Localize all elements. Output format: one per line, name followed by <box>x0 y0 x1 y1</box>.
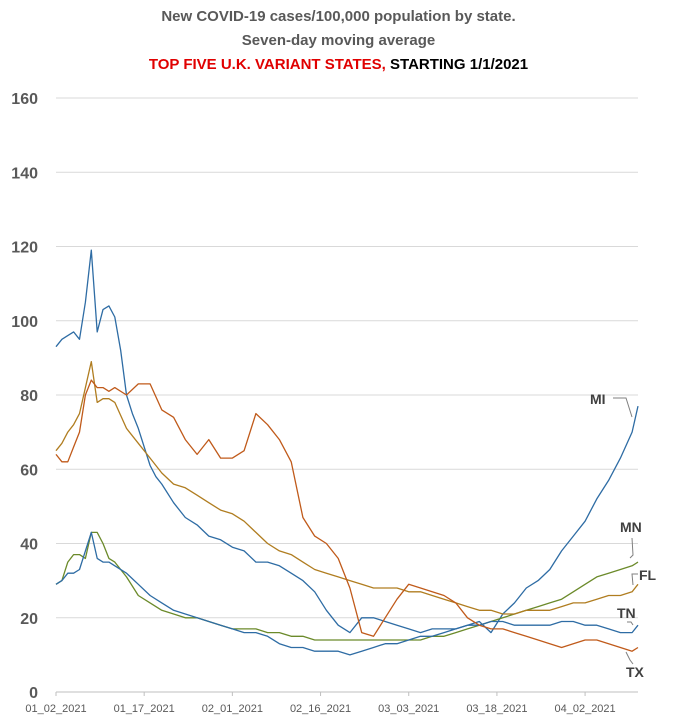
series-line-mn <box>55 531 639 641</box>
series-label-leader <box>631 573 638 586</box>
y-tick-label: 120 <box>11 240 38 257</box>
series-label-fl: FL <box>639 567 657 583</box>
x-tick-label: 03_18_2021 <box>466 703 527 715</box>
x-tick-label: 03_03_2021 <box>378 703 439 715</box>
y-tick-label: 160 <box>11 91 38 108</box>
series-label-mn: MN <box>620 519 642 535</box>
x-tick-label: 01_17_2021 <box>114 703 175 715</box>
series-label-mi: MI <box>590 391 606 407</box>
x-tick-label: 04_02_2021 <box>554 703 615 715</box>
x-tick-label: 01_02_2021 <box>25 703 86 715</box>
y-tick-label: 40 <box>20 537 38 554</box>
y-tick-label: 60 <box>20 462 38 479</box>
x-tick-label: 02_01_2021 <box>202 703 263 715</box>
series-label-leader <box>629 537 634 559</box>
chart-subtitle: Seven-day moving average <box>241 32 436 49</box>
chart-subtitle-2-red: TOP FIVE U.K. VARIANT STATES, <box>148 56 386 73</box>
y-tick-label: 140 <box>11 165 38 182</box>
series-label-leader <box>613 397 633 418</box>
x-tick-label: 02_16_2021 <box>290 703 351 715</box>
series-label-tx: TX <box>626 664 645 680</box>
series-line-tn <box>55 531 639 656</box>
series-line-mi <box>55 249 639 634</box>
chart-subtitle-2: TOP FIVE U.K. VARIANT STATES, STARTING 1… <box>0 56 677 73</box>
series-line-tx <box>55 379 639 652</box>
chart-title: New COVID-19 cases/100,000 population by… <box>161 8 516 25</box>
y-tick-label: 20 <box>20 611 38 628</box>
series-label-leader <box>625 651 634 665</box>
series-label-leader <box>627 621 634 626</box>
chart-subtitle-2-black: STARTING 1/1/2021 <box>385 56 529 73</box>
y-tick-label: 100 <box>11 314 38 331</box>
series-label-tn: TN <box>617 605 636 621</box>
y-tick-label: 80 <box>20 388 38 405</box>
series-line-fl <box>55 360 639 615</box>
y-tick-label: 0 <box>29 685 38 702</box>
